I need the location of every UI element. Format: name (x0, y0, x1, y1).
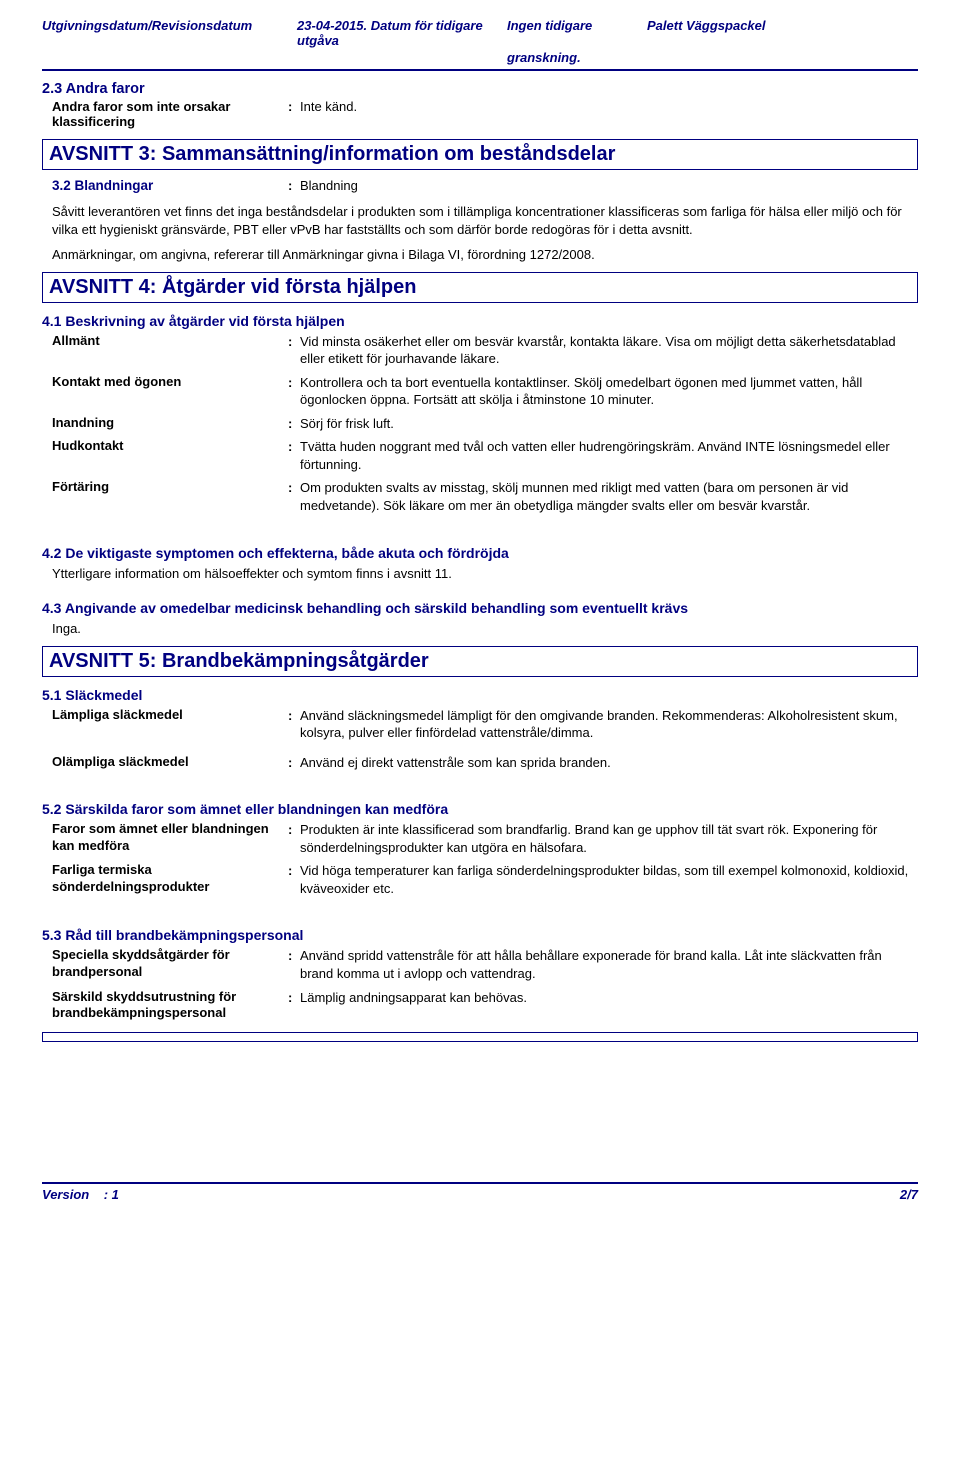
row-allmant: Allmänt : Vid minsta osäkerhet eller om … (52, 333, 918, 368)
section-5-3-title: 5.3 Råd till brandbekämpningspersonal (42, 927, 918, 943)
label-sarskild-skydd: Särskild skyddsutrustning för brandbekäm… (52, 989, 288, 1023)
value-speciella-skydd: Använd spridd vattenstråle för att hålla… (300, 947, 918, 982)
label-inandning: Inandning (52, 415, 288, 433)
footer-bar: Version : 1 2/7 (42, 1182, 918, 1202)
label-ogonen: Kontakt med ögonen (52, 374, 288, 409)
header-date-value: 23-04-2015. (297, 18, 367, 33)
label-andra-faror: Andra faror som inte orsakar klassificer… (52, 99, 288, 129)
value-hudkontakt: Tvätta huden noggrant med tvål och vatte… (300, 438, 918, 473)
label-speciella-skydd: Speciella skyddsåtgärder för brandperson… (52, 947, 288, 982)
header-prev-sub: granskning. (507, 50, 918, 65)
page: Utgivningsdatum/Revisionsdatum 23-04-201… (0, 0, 960, 1226)
colon: : (288, 707, 300, 742)
row-lampliga: Lämpliga släckmedel : Använd släckningsm… (52, 707, 918, 742)
value-faror-amnet: Produkten är inte klassificerad som bran… (300, 821, 918, 856)
row-faror-amnet: Faror som ämnet eller blandningen kan me… (52, 821, 918, 856)
value-lampliga: Använd släckningsmedel lämpligt för den … (300, 707, 918, 742)
value-3-2: Blandning (300, 178, 918, 193)
colon: : (288, 438, 300, 473)
avsnitt-5-header: AVSNITT 5: Brandbekämpningsåtgärder (42, 646, 918, 677)
footer-version-label: Version (42, 1187, 89, 1202)
value-allmant: Vid minsta osäkerhet eller om besvär kva… (300, 333, 918, 368)
doc-header-row: Utgivningsdatum/Revisionsdatum 23-04-201… (42, 18, 918, 48)
section-5-2-title: 5.2 Särskilda faror som ämnet eller blan… (42, 801, 918, 817)
footer-box (42, 1032, 918, 1042)
colon: : (288, 99, 300, 129)
section-4-1-title: 4.1 Beskrivning av åtgärder vid första h… (42, 313, 918, 329)
colon: : (288, 178, 300, 193)
section-4-2-title: 4.2 De viktigaste symptomen och effekter… (42, 545, 918, 561)
label-farliga-termiska: Farliga termiska sönderdelningsprodukter (52, 862, 288, 897)
row-ogonen: Kontakt med ögonen : Kontrollera och ta … (52, 374, 918, 409)
row-olampliga: Olämpliga släckmedel : Använd ej direkt … (52, 754, 918, 772)
label-faror-amnet: Faror som ämnet eller blandningen kan me… (52, 821, 288, 856)
avsnitt3-para2: Anmärkningar, om angivna, refererar till… (52, 246, 908, 264)
section-4-3-title: 4.3 Angivande av omedelbar medicinsk beh… (42, 600, 918, 616)
header-product: Palett Väggspackel (647, 18, 918, 48)
avsnitt3-para1: Såvitt leverantören vet finns det inga b… (52, 203, 908, 238)
colon: : (288, 989, 300, 1023)
row-sarskild-skydd: Särskild skyddsutrustning för brandbekäm… (52, 989, 918, 1023)
value-sarskild-skydd: Lämplig andningsapparat kan behövas. (300, 989, 918, 1023)
colon: : (288, 479, 300, 514)
header-prev-value: Ingen tidigare (507, 18, 647, 48)
avsnitt-3-header: AVSNITT 3: Sammansättning/information om… (42, 139, 918, 170)
row-andra-faror: Andra faror som inte orsakar klassificer… (52, 99, 918, 129)
label-allmant: Allmänt (52, 333, 288, 368)
value-farliga-termiska: Vid höga temperaturer kan farliga sönder… (300, 862, 918, 897)
value-andra-faror: Inte känd. (300, 99, 918, 129)
colon: : (288, 821, 300, 856)
section-5-1-title: 5.1 Släckmedel (42, 687, 918, 703)
avsnitt-4-header: AVSNITT 4: Åtgärder vid första hjälpen (42, 272, 918, 303)
label-3-2: 3.2 Blandningar (52, 178, 288, 193)
colon: : (288, 947, 300, 982)
value-olampliga: Använd ej direkt vattenstråle som kan sp… (300, 754, 918, 772)
colon: : (288, 754, 300, 772)
colon: : (288, 333, 300, 368)
section-4-2-text: Ytterligare information om hälsoeffekter… (52, 565, 908, 583)
row-speciella-skydd: Speciella skyddsåtgärder för brandperson… (52, 947, 918, 982)
colon: : (288, 862, 300, 897)
section-4-3-text: Inga. (52, 620, 908, 638)
footer-left: Version : 1 (42, 1187, 119, 1202)
value-inandning: Sörj för frisk luft. (300, 415, 918, 433)
header-value-date: 23-04-2015. Datum för tidigare utgåva (297, 18, 507, 48)
row-farliga-termiska: Farliga termiska sönderdelningsprodukter… (52, 862, 918, 897)
row-fortaring: Förtäring : Om produkten svalts av misst… (52, 479, 918, 514)
row-hudkontakt: Hudkontakt : Tvätta huden noggrant med t… (52, 438, 918, 473)
value-fortaring: Om produkten svalts av misstag, skölj mu… (300, 479, 918, 514)
colon: : (288, 374, 300, 409)
section-2-3-title: 2.3 Andra faror (42, 81, 918, 97)
label-fortaring: Förtäring (52, 479, 288, 514)
footer-page-number: 2/7 (900, 1187, 918, 1202)
header-label-date: Utgivningsdatum/Revisionsdatum (42, 18, 297, 48)
header-divider (42, 69, 918, 71)
value-ogonen: Kontrollera och ta bort eventuella konta… (300, 374, 918, 409)
footer-version-value: : 1 (104, 1187, 119, 1202)
label-olampliga: Olämpliga släckmedel (52, 754, 288, 772)
colon: : (288, 415, 300, 433)
row-3-2: 3.2 Blandningar : Blandning (52, 178, 918, 193)
row-inandning: Inandning : Sörj för frisk luft. (52, 415, 918, 433)
label-lampliga: Lämpliga släckmedel (52, 707, 288, 742)
label-hudkontakt: Hudkontakt (52, 438, 288, 473)
